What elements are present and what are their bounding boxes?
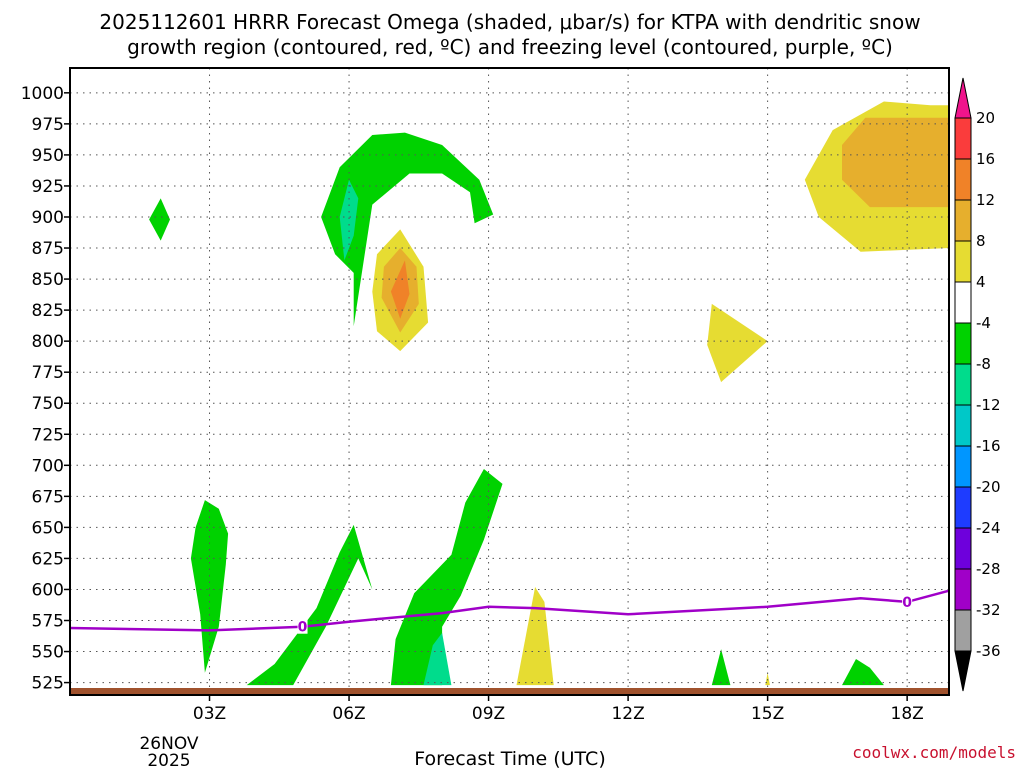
date-label-line-2: 2025 xyxy=(147,751,190,768)
colorbar-upper-arrow xyxy=(954,77,972,119)
y-tick-label-825: 825 xyxy=(32,301,64,321)
colorbar: 20 16 12 8 4 -4 -8 -12 -16 -20 -24 -28 -32 -36 xyxy=(954,77,1001,692)
colorbar-bin--12_-8 xyxy=(954,363,972,406)
colorbar-lower-arrow xyxy=(954,650,972,692)
colorbar-label: -12 xyxy=(976,396,1001,414)
colorbar-label: 12 xyxy=(976,191,995,209)
plot-frame xyxy=(69,67,950,696)
omega-region-1 xyxy=(190,500,229,673)
y-tick-label-550: 550 xyxy=(32,643,64,663)
freezing-label-bg-5 xyxy=(297,618,308,634)
x-tick-label-18Z: 18Z xyxy=(891,704,924,724)
x-tick-label-15Z: 15Z xyxy=(751,704,784,724)
colorbar-label: 16 xyxy=(976,150,995,168)
colorbar-label: -28 xyxy=(976,560,1001,578)
omega-region-3 xyxy=(390,469,503,686)
omega-region-9 xyxy=(707,303,768,383)
y-tick-label-875: 875 xyxy=(32,239,64,259)
y-tick-label-600: 600 xyxy=(32,580,64,600)
x-tick-label-06Z: 06Z xyxy=(332,704,365,724)
colorbar-label: -4 xyxy=(976,314,991,332)
plot-grid xyxy=(70,68,949,695)
x-tick-label-12Z: 12Z xyxy=(611,704,644,724)
omega-region-10 xyxy=(149,198,170,241)
omega-region-11 xyxy=(321,132,494,327)
y-tick-label-1000: 1000 xyxy=(21,84,64,104)
colorbar-label: -20 xyxy=(976,478,1001,496)
omega-region-7 xyxy=(765,672,770,686)
y-tick-label-650: 650 xyxy=(32,518,64,538)
omega-region-4 xyxy=(423,632,452,686)
colorbar-bin--16_-12 xyxy=(954,404,972,447)
omega-region-2 xyxy=(246,524,373,686)
date-label-line-1: 26NOV xyxy=(139,734,198,754)
omega-region-15 xyxy=(390,260,410,319)
pressure-axis: 525 550 575 600 625 650 675 700 725 750 775 800 825 8… xyxy=(21,84,70,694)
colorbar-label: -32 xyxy=(976,601,1001,619)
time-axis: 03Z 06Z 09Z 12Z 15Z 18Z xyxy=(193,695,924,724)
ground-surface xyxy=(71,688,948,694)
y-tick-label-975: 975 xyxy=(32,115,64,135)
colorbar-bin--28_-24 xyxy=(954,527,972,570)
omega-region-6 xyxy=(711,649,731,686)
colorbar-label: -8 xyxy=(976,355,991,373)
colorbar-label: -16 xyxy=(976,437,1001,455)
freezing-level-label: 0 xyxy=(298,620,308,636)
colorbar-bin--4_4 xyxy=(954,281,972,324)
y-tick-label-800: 800 xyxy=(32,332,64,352)
colorbar-bin--8_-4 xyxy=(954,322,972,365)
x-tick-label-03Z: 03Z xyxy=(193,704,226,724)
colorbar-label: -24 xyxy=(976,519,1001,537)
y-tick-label-750: 750 xyxy=(32,394,64,414)
omega-region-17 xyxy=(842,117,949,208)
colorbar-bin--32_-28 xyxy=(954,568,972,611)
omega-region-5 xyxy=(516,587,554,686)
colorbar-label: -36 xyxy=(976,642,1001,660)
y-tick-label-900: 900 xyxy=(32,208,64,228)
y-tick-label-950: 950 xyxy=(32,146,64,166)
y-tick-label-625: 625 xyxy=(32,549,64,569)
colorbar-bin--36_-32 xyxy=(954,609,972,652)
freezing-label-bg-18 xyxy=(902,593,913,609)
ground-surface-layer xyxy=(71,688,948,694)
y-tick-label-575: 575 xyxy=(32,612,64,632)
colorbar-bin-8_12 xyxy=(954,199,972,242)
colorbar-bin-12_16 xyxy=(954,158,972,201)
omega-region-8 xyxy=(842,659,884,686)
chart-title-line-2: growth region (contoured, red, ºC) and f… xyxy=(127,35,893,59)
y-tick-label-675: 675 xyxy=(32,487,64,507)
y-tick-label-925: 925 xyxy=(32,177,64,197)
y-tick-label-700: 700 xyxy=(32,456,64,476)
colorbar-label: 20 xyxy=(976,109,995,127)
omega-region-12 xyxy=(339,179,359,261)
credit-text: coolwx.com/models xyxy=(852,743,1016,762)
colorbar-bin--24_-20 xyxy=(954,486,972,529)
colorbar-bin--20_-16 xyxy=(954,445,972,488)
x-tick-label-09Z: 09Z xyxy=(472,704,505,724)
y-tick-label-725: 725 xyxy=(32,425,64,445)
freezing-level-label: 0 xyxy=(902,595,912,611)
x-axis-label: Forecast Time (UTC) xyxy=(414,748,605,768)
colorbar-bin-4_8 xyxy=(954,240,972,283)
colorbar-bin-16_20 xyxy=(954,117,972,160)
y-tick-label-775: 775 xyxy=(32,363,64,383)
y-tick-label-525: 525 xyxy=(32,674,64,694)
colorbar-label: 4 xyxy=(976,273,986,291)
colorbar-label: 8 xyxy=(976,232,986,250)
freezing-level-layer: 00 xyxy=(69,589,950,636)
y-tick-label-850: 850 xyxy=(32,270,64,290)
omega-shading xyxy=(149,101,949,686)
chart-title-line-1: 2025112601 HRRR Forecast Omega (shaded, … xyxy=(99,10,920,34)
